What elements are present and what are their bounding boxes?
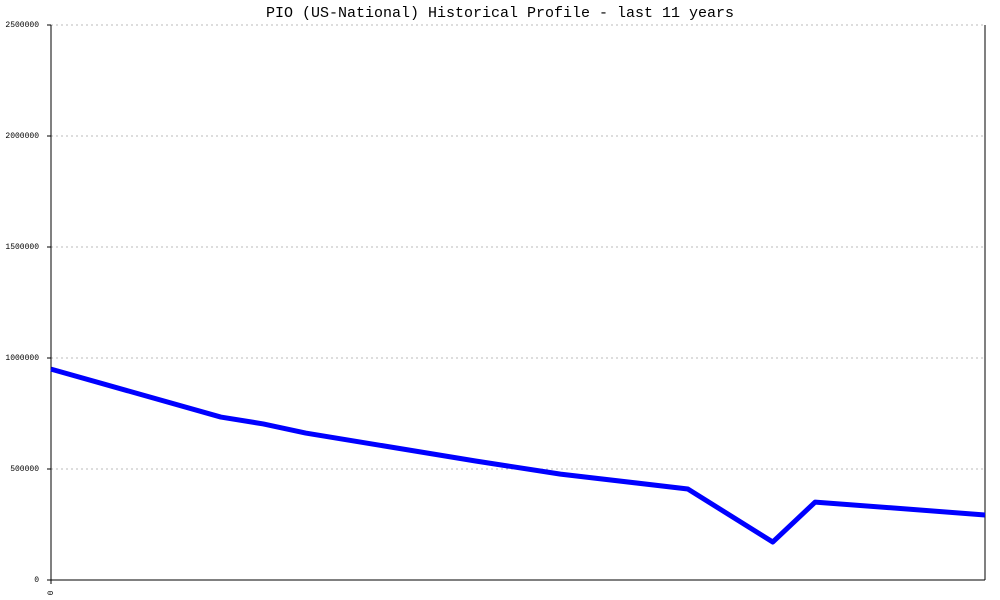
y-tick-label: 1000000 — [5, 354, 39, 363]
chart-title: PIO (US-National) Historical Profile - l… — [266, 5, 734, 22]
y-tick-label: 1500000 — [5, 243, 39, 252]
x-tick-label: 0 — [47, 590, 56, 595]
data-line — [50, 366, 986, 545]
y-tick-label: 0 — [34, 576, 39, 585]
y-tick-label: 2500000 — [5, 21, 39, 30]
y-tick-label: 500000 — [10, 465, 39, 474]
y-tick-label: 2000000 — [5, 132, 39, 141]
